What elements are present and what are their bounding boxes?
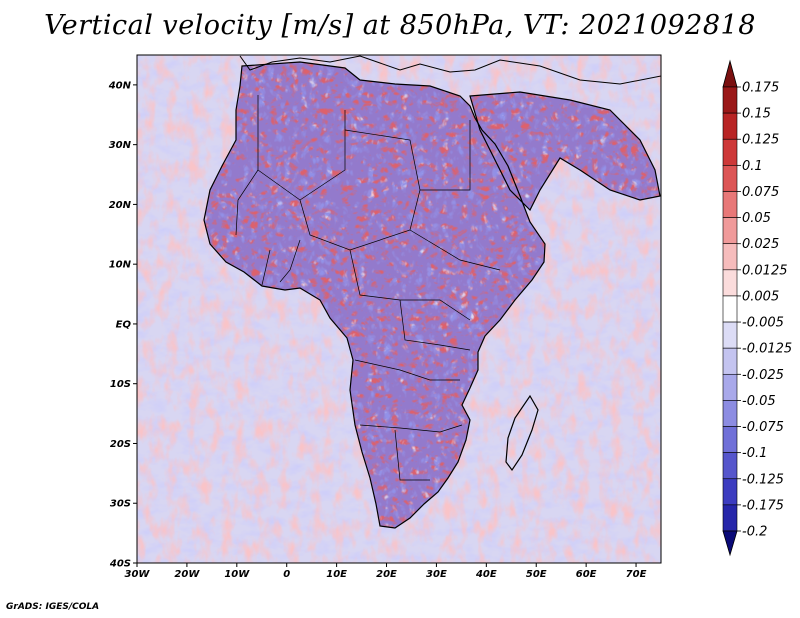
colorbar-label: 0.025 <box>742 237 779 252</box>
colorbar-label: -0.05 <box>742 394 776 409</box>
colorbar-label: -0.2 <box>742 525 767 540</box>
lat-tick-label: 20S <box>110 439 131 450</box>
lon-tick-label: 10E <box>326 569 347 580</box>
colorbar-swatch <box>722 217 738 245</box>
colorbar-label: -0.0125 <box>742 342 792 357</box>
colorbar-label: 0.005 <box>742 289 779 304</box>
chart-title: Vertical velocity [m/s] at 850hPa, VT: 2… <box>44 10 756 41</box>
colorbar-swatch <box>722 269 738 297</box>
country-borders <box>235 95 501 481</box>
grads-credit: GrADS: IGES/COLA <box>6 602 100 612</box>
colorbar-swatch <box>722 112 738 140</box>
colorbar-swatch <box>722 86 738 114</box>
colorbar-swatch <box>722 191 738 218</box>
lon-tick-label: 60E <box>576 569 597 580</box>
colorbar-legend: 0.175 0.15 0.125 0.1 0.075 0.05 0.025 0.0125 0.0… <box>722 59 792 557</box>
lon-tick-label: 50E <box>526 569 547 580</box>
colorbar-swatch <box>722 373 738 401</box>
colorbar-top-arrow <box>722 59 738 88</box>
colorbar-swatch <box>722 138 738 166</box>
colorbar-label: 0.05 <box>742 211 771 226</box>
arabia-coastline <box>469 91 661 212</box>
lon-tick-label: 30E <box>426 569 447 580</box>
colorbar-label: 0.15 <box>742 107 771 122</box>
lon-tick-label: 20E <box>376 569 397 580</box>
colorbar-swatch <box>722 243 738 271</box>
colorbar-swatch <box>722 295 738 323</box>
lat-tick-label: 30N <box>109 140 132 151</box>
europe-coastline <box>239 55 661 85</box>
colorbar-label: 0.125 <box>742 133 779 148</box>
lon-tick-label: 0 <box>283 569 290 580</box>
colorbar-label: 0.175 <box>742 81 779 96</box>
lat-tick-label: 40N <box>108 80 132 91</box>
colorbar-swatch <box>722 321 738 349</box>
colorbar-label: -0.1 <box>742 446 767 461</box>
lat-tick-label: 10N <box>109 260 132 271</box>
map-area <box>137 55 661 563</box>
colorbar-label: -0.025 <box>742 368 784 383</box>
colorbar-label: 0.0125 <box>742 263 788 278</box>
lon-tick-label: 10W <box>224 569 250 580</box>
lat-tick-label: 40S <box>109 559 131 570</box>
lon-tick-label: 20W <box>174 569 200 580</box>
lat-tick-label: 10S <box>110 379 131 390</box>
map-frame <box>136 54 662 564</box>
lon-tick-label: 40E <box>475 569 497 580</box>
colorbar-label: -0.125 <box>742 472 784 487</box>
madagascar-coastline <box>505 394 539 472</box>
colorbar-label: 0.075 <box>742 185 779 200</box>
colorbar-swatch <box>722 165 738 192</box>
lon-tick-label: 30W <box>125 569 151 580</box>
colorbar-swatch <box>722 504 738 532</box>
colorbar-label: -0.075 <box>742 420 784 435</box>
colorbar-swatch <box>722 347 738 375</box>
lat-tick-label: 20N <box>109 200 132 211</box>
colorbar-swatch <box>722 426 738 453</box>
colorbar-bottom-arrow <box>722 530 738 557</box>
latitude-axis: 40N 30N 20N 10N EQ 10S 20S 30S 40S <box>108 80 137 570</box>
colorbar-swatch <box>722 400 738 427</box>
lat-tick-label: 30S <box>110 499 131 510</box>
lat-tick-label: EQ <box>116 319 132 330</box>
africa-coastline <box>203 61 546 529</box>
colorbar-label: -0.005 <box>742 316 784 331</box>
colorbar-swatch <box>722 478 738 506</box>
colorbar-label: 0.1 <box>742 159 763 174</box>
longitude-axis: 30W 20W 10W 0 10E 20E 30E 40E 50E 60E 70E <box>125 563 647 580</box>
colorbar-label: -0.175 <box>742 498 784 513</box>
lon-tick-label: 70E <box>626 569 647 580</box>
colorbar-swatch <box>722 452 738 480</box>
